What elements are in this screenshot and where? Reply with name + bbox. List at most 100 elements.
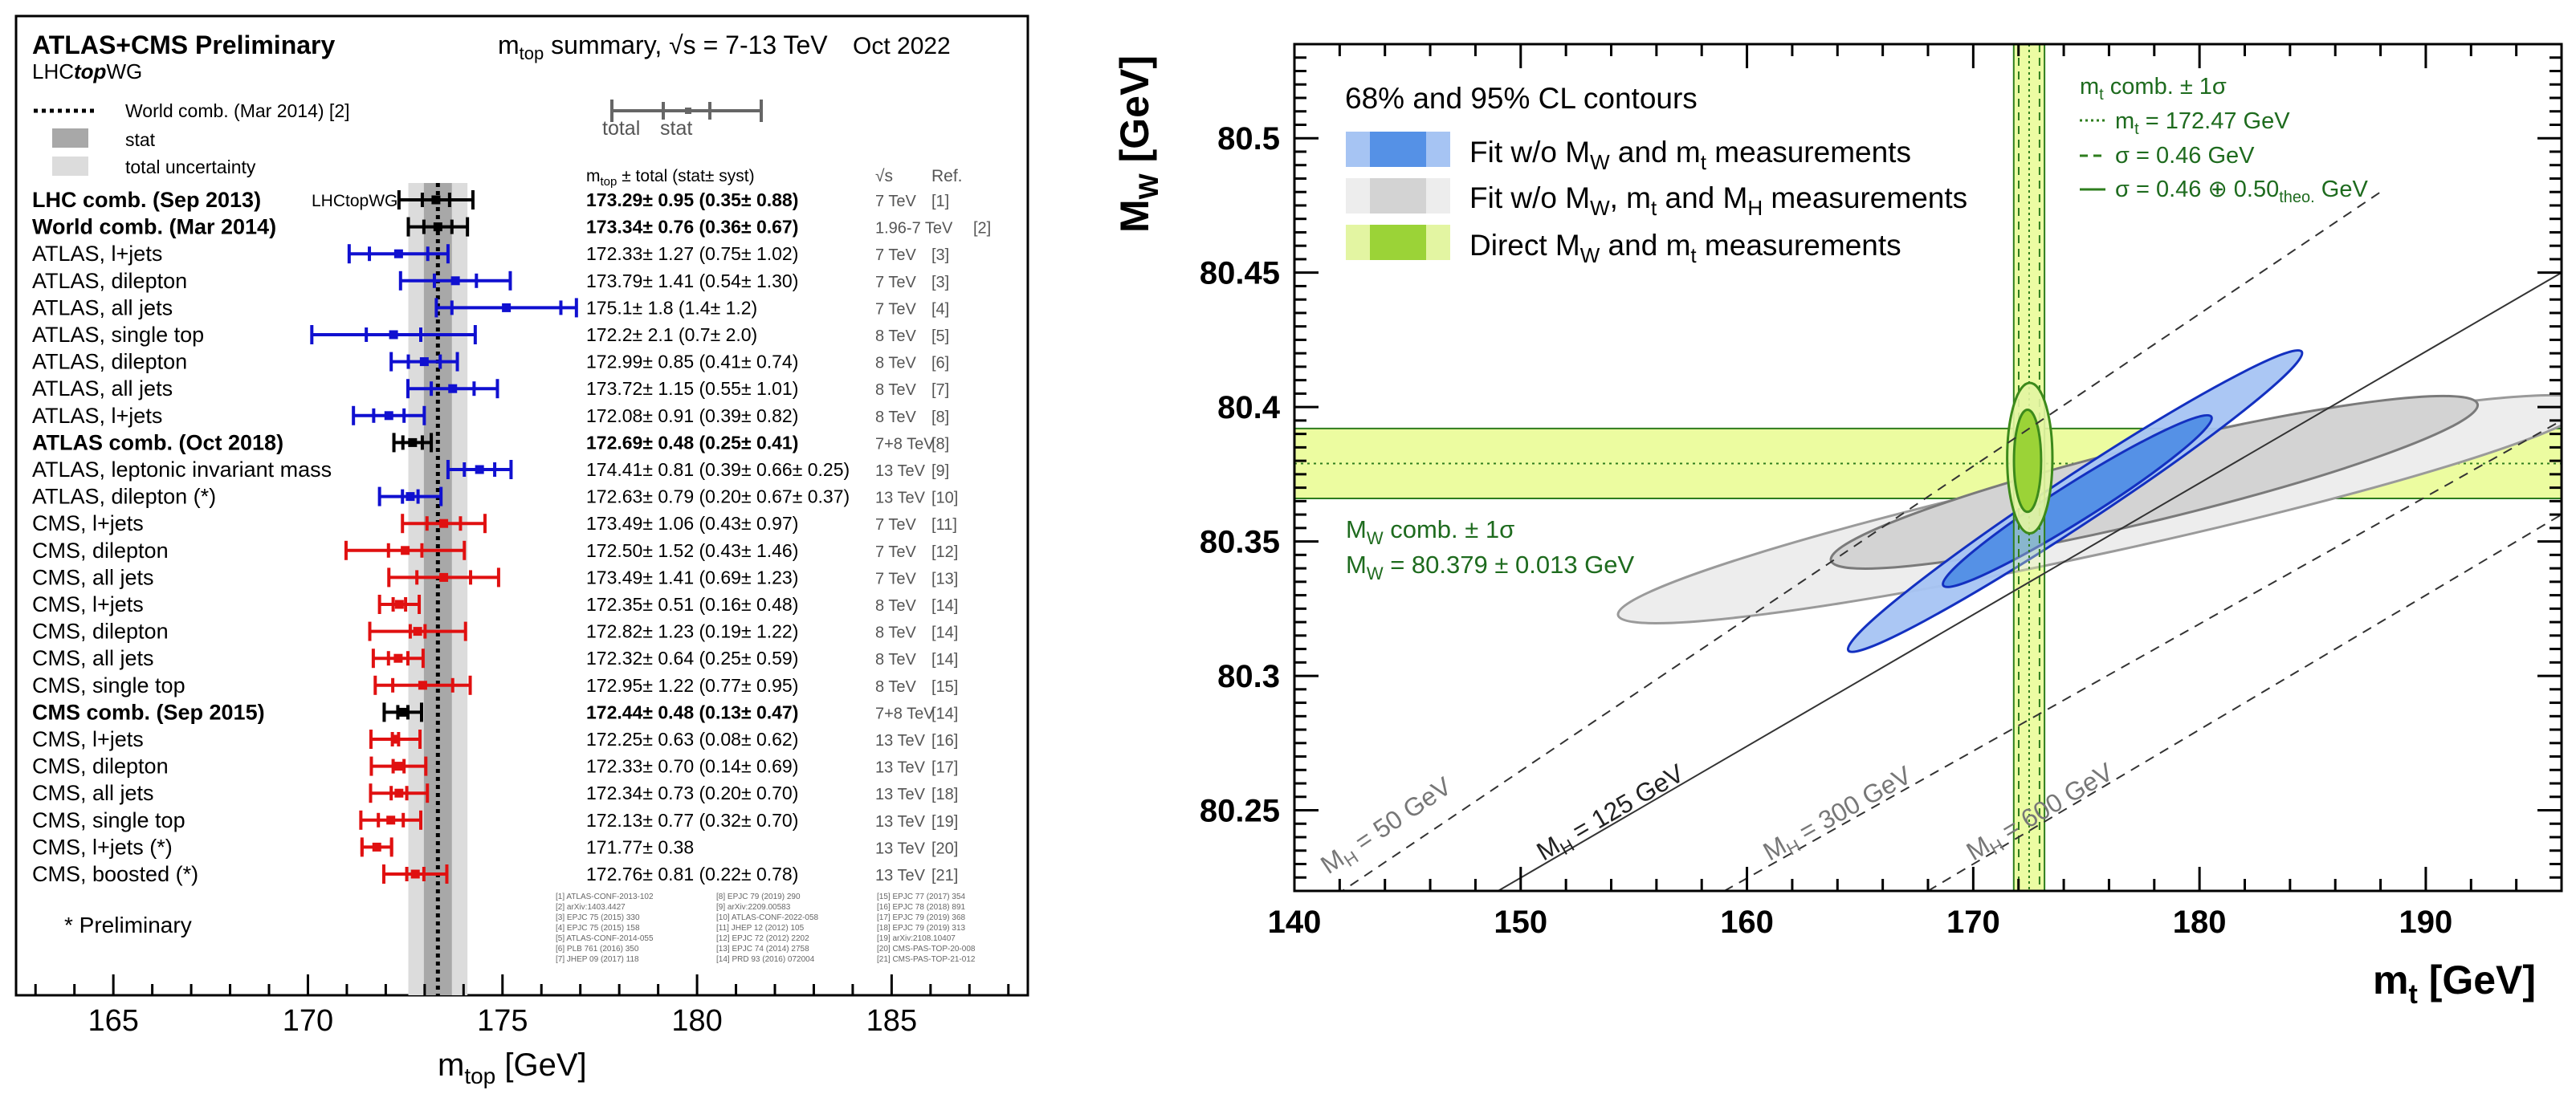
reference-entry: [8] EPJC 79 (2019) 290 xyxy=(716,893,801,901)
higgs-label-pre: M xyxy=(1315,844,1349,880)
row-value-text: 173.79± 1.41 (0.54± 1.30) xyxy=(586,270,798,291)
x-tick-label: 175 xyxy=(477,1004,528,1038)
x-tick-label: 160 xyxy=(1720,905,1774,940)
measurement-row: ATLAS, single top 172.2± 2.1 (0.7± 2.0) 8 … xyxy=(32,323,949,347)
legend-stat-swatch xyxy=(52,128,88,148)
row-sqrts: 8 TeV xyxy=(875,678,916,696)
higgs-label-post: = 600 GeV xyxy=(1991,757,2118,848)
row-label: ATLAS, l+jets xyxy=(32,404,162,428)
row-value-text: 173.49± 1.06 (0.43± 0.97) xyxy=(586,513,798,534)
higgs-label-post: = 300 GeV xyxy=(1788,760,1917,849)
row-sqrts: 8 TeV xyxy=(875,327,916,345)
right-axes: 140 150 160 170 180 190 80.25 80.3 80.35 80.4 80.4… xyxy=(1200,43,2563,940)
measurement-row: ATLAS, dilepton 173.79± 1.41 (0.54± 1.30)… xyxy=(32,269,949,293)
row-label: ATLAS comb. (Oct 2018) xyxy=(32,430,283,454)
row-value-text: 172.35± 0.51 (0.16± 0.48) xyxy=(586,594,798,615)
measurement-row: ATLAS, dilepton (*) 172.63± 0.79 (0.20± 0… xyxy=(32,485,958,509)
reference-entry: [11] JHEP 12 (2012) 105 xyxy=(716,924,805,933)
x-tick-label: 150 xyxy=(1494,905,1547,940)
row-value-text: 172.44± 0.48 (0.13± 0.47) xyxy=(586,702,798,722)
measurement-row: CMS, l+jets (*) 171.77± 0.38 13 TeV [20] xyxy=(32,835,958,859)
row-sqrts: 13 TeV xyxy=(875,490,926,507)
lhctopwg-label: LHCtopWG xyxy=(32,59,142,83)
row-label: LHC comb. (Sep 2013) xyxy=(32,188,261,212)
x-tick-label: 180 xyxy=(671,1004,722,1038)
measurement-rows: LHC comb. (Sep 2013) LHCtopWG 173.29± 0.95… xyxy=(32,188,991,886)
reference-entry: [3] EPJC 75 (2015) 330 xyxy=(556,913,640,922)
row-sqrts: 8 TeV xyxy=(875,624,916,642)
row-label: CMS, all jets xyxy=(32,646,154,670)
row-value-text: 173.49± 1.41 (0.69± 1.23) xyxy=(586,567,798,588)
row-value-text: 172.34± 0.73 (0.20± 0.70) xyxy=(586,783,798,803)
row-label: CMS, l+jets (*) xyxy=(32,835,173,859)
row-ref: [18] xyxy=(931,786,958,803)
higgs-mass-line-label: MH = 125 GeV xyxy=(1531,758,1691,870)
central-value-marker xyxy=(408,437,418,447)
measurement-row: ATLAS comb. (Oct 2018) 172.69± 0.48 (0.25… xyxy=(32,430,949,454)
row-value-text: 172.13± 0.77 (0.32± 0.70) xyxy=(586,810,798,831)
central-value-marker xyxy=(384,411,393,421)
measurement-row: CMS, all jets 172.32± 0.64 (0.25± 0.59) 8 … xyxy=(32,646,958,670)
reference-entry: [12] EPJC 72 (2012) 2202 xyxy=(716,934,809,943)
central-value-marker xyxy=(410,869,420,879)
reference-entry: [20] CMS-PAS-TOP-20-008 xyxy=(877,945,976,954)
row-value-text: 172.33± 0.70 (0.14± 0.69) xyxy=(586,756,798,777)
legend-fit-no-mw-mt: Fit w/o MW and mt measurements xyxy=(1469,136,1911,174)
row-ref: [13] xyxy=(931,570,958,588)
higgs-label-post: = 125 GeV xyxy=(1561,758,1689,849)
row-ref: [5] xyxy=(931,327,949,345)
legend-blue-swatch xyxy=(1346,132,1450,167)
row-ref: [21] xyxy=(931,867,958,885)
reference-entry: [6] PLB 761 (2016) 350 xyxy=(556,945,639,954)
error-key xyxy=(610,100,763,122)
central-value-marker xyxy=(419,357,429,367)
measurement-row: ATLAS, l+jets 172.33± 1.27 (0.75± 1.02) 7 … xyxy=(32,242,949,266)
col-header-ref: Ref. xyxy=(931,167,963,185)
row-sqrts: 13 TeV xyxy=(875,732,926,750)
row-label: ATLAS, single top xyxy=(32,323,204,347)
row-label: CMS, l+jets xyxy=(32,511,144,535)
row-ref: [3] xyxy=(931,274,949,291)
central-value-marker xyxy=(418,681,427,690)
row-label: ATLAS, all jets xyxy=(32,376,173,401)
x-tick-label: 180 xyxy=(2173,905,2227,940)
row-label: CMS, all jets xyxy=(32,781,154,805)
central-value-marker xyxy=(393,762,403,771)
row-sqrts: 7 TeV xyxy=(875,300,916,318)
row-sqrts: 13 TeV xyxy=(875,813,926,831)
row-ref: [11] xyxy=(931,516,957,534)
measurement-row: World comb. (Mar 2014) 173.34± 0.76 (0.36… xyxy=(32,215,991,239)
reference-entry: [18] EPJC 79 (2019) 313 xyxy=(877,924,966,933)
y-tick-label: 80.25 xyxy=(1200,794,1280,829)
mt-comb-sigma-theo: σ = 0.46 ⊕ 0.50theo. GeV xyxy=(2115,177,2368,206)
row-value-text: 174.41± 0.81 (0.39± 0.66± 0.25) xyxy=(586,459,850,480)
row-sqrts: 13 TeV xyxy=(875,867,926,885)
reference-entry: [10] ATLAS-CONF-2022-058 xyxy=(716,913,819,922)
row-ref: [14] xyxy=(931,651,958,669)
contour-legend-title: 68% and 95% CL contours xyxy=(1345,82,1698,115)
date-label: Oct 2022 xyxy=(853,33,951,59)
reference-entry: [9] arXiv:2209.00583 xyxy=(716,903,791,912)
measurement-row: CMS, dilepton 172.50± 1.52 (0.43± 1.46) 7 … xyxy=(32,539,958,563)
blue-68cl-contour xyxy=(1942,413,2213,588)
row-sqrts: 8 TeV xyxy=(875,597,916,615)
row-value-text: 172.95± 1.22 (0.77± 0.95) xyxy=(586,675,798,696)
row-sqrts: 8 TeV xyxy=(875,355,916,372)
row-label: CMS, all jets xyxy=(32,565,154,589)
row-sqrts: 13 TeV xyxy=(875,840,926,857)
mw-comb-legend: MW comb. ± 1σ MW = 80.379 ± 0.013 GeV xyxy=(1346,515,1635,584)
central-value-marker xyxy=(386,815,396,825)
measurement-row: ATLAS, all jets 173.72± 1.15 (0.55± 1.01)… xyxy=(32,376,949,401)
mw-comb-value: MW = 80.379 ± 0.013 GeV xyxy=(1346,551,1635,584)
row-sqrts: 7 TeV xyxy=(875,193,916,210)
higgs-mass-line xyxy=(1498,271,2562,891)
y-tick-label: 80.3 xyxy=(1217,659,1280,694)
central-value-marker xyxy=(413,627,422,636)
row-label: ATLAS, dilepton (*) xyxy=(32,485,216,509)
row-ref: [12] xyxy=(931,543,958,561)
central-value-marker xyxy=(431,195,441,205)
col-header-sqrts: √s xyxy=(875,167,893,185)
error-key-marker xyxy=(685,108,691,114)
row-ref: [15] xyxy=(931,678,958,696)
central-value-marker xyxy=(398,707,408,717)
